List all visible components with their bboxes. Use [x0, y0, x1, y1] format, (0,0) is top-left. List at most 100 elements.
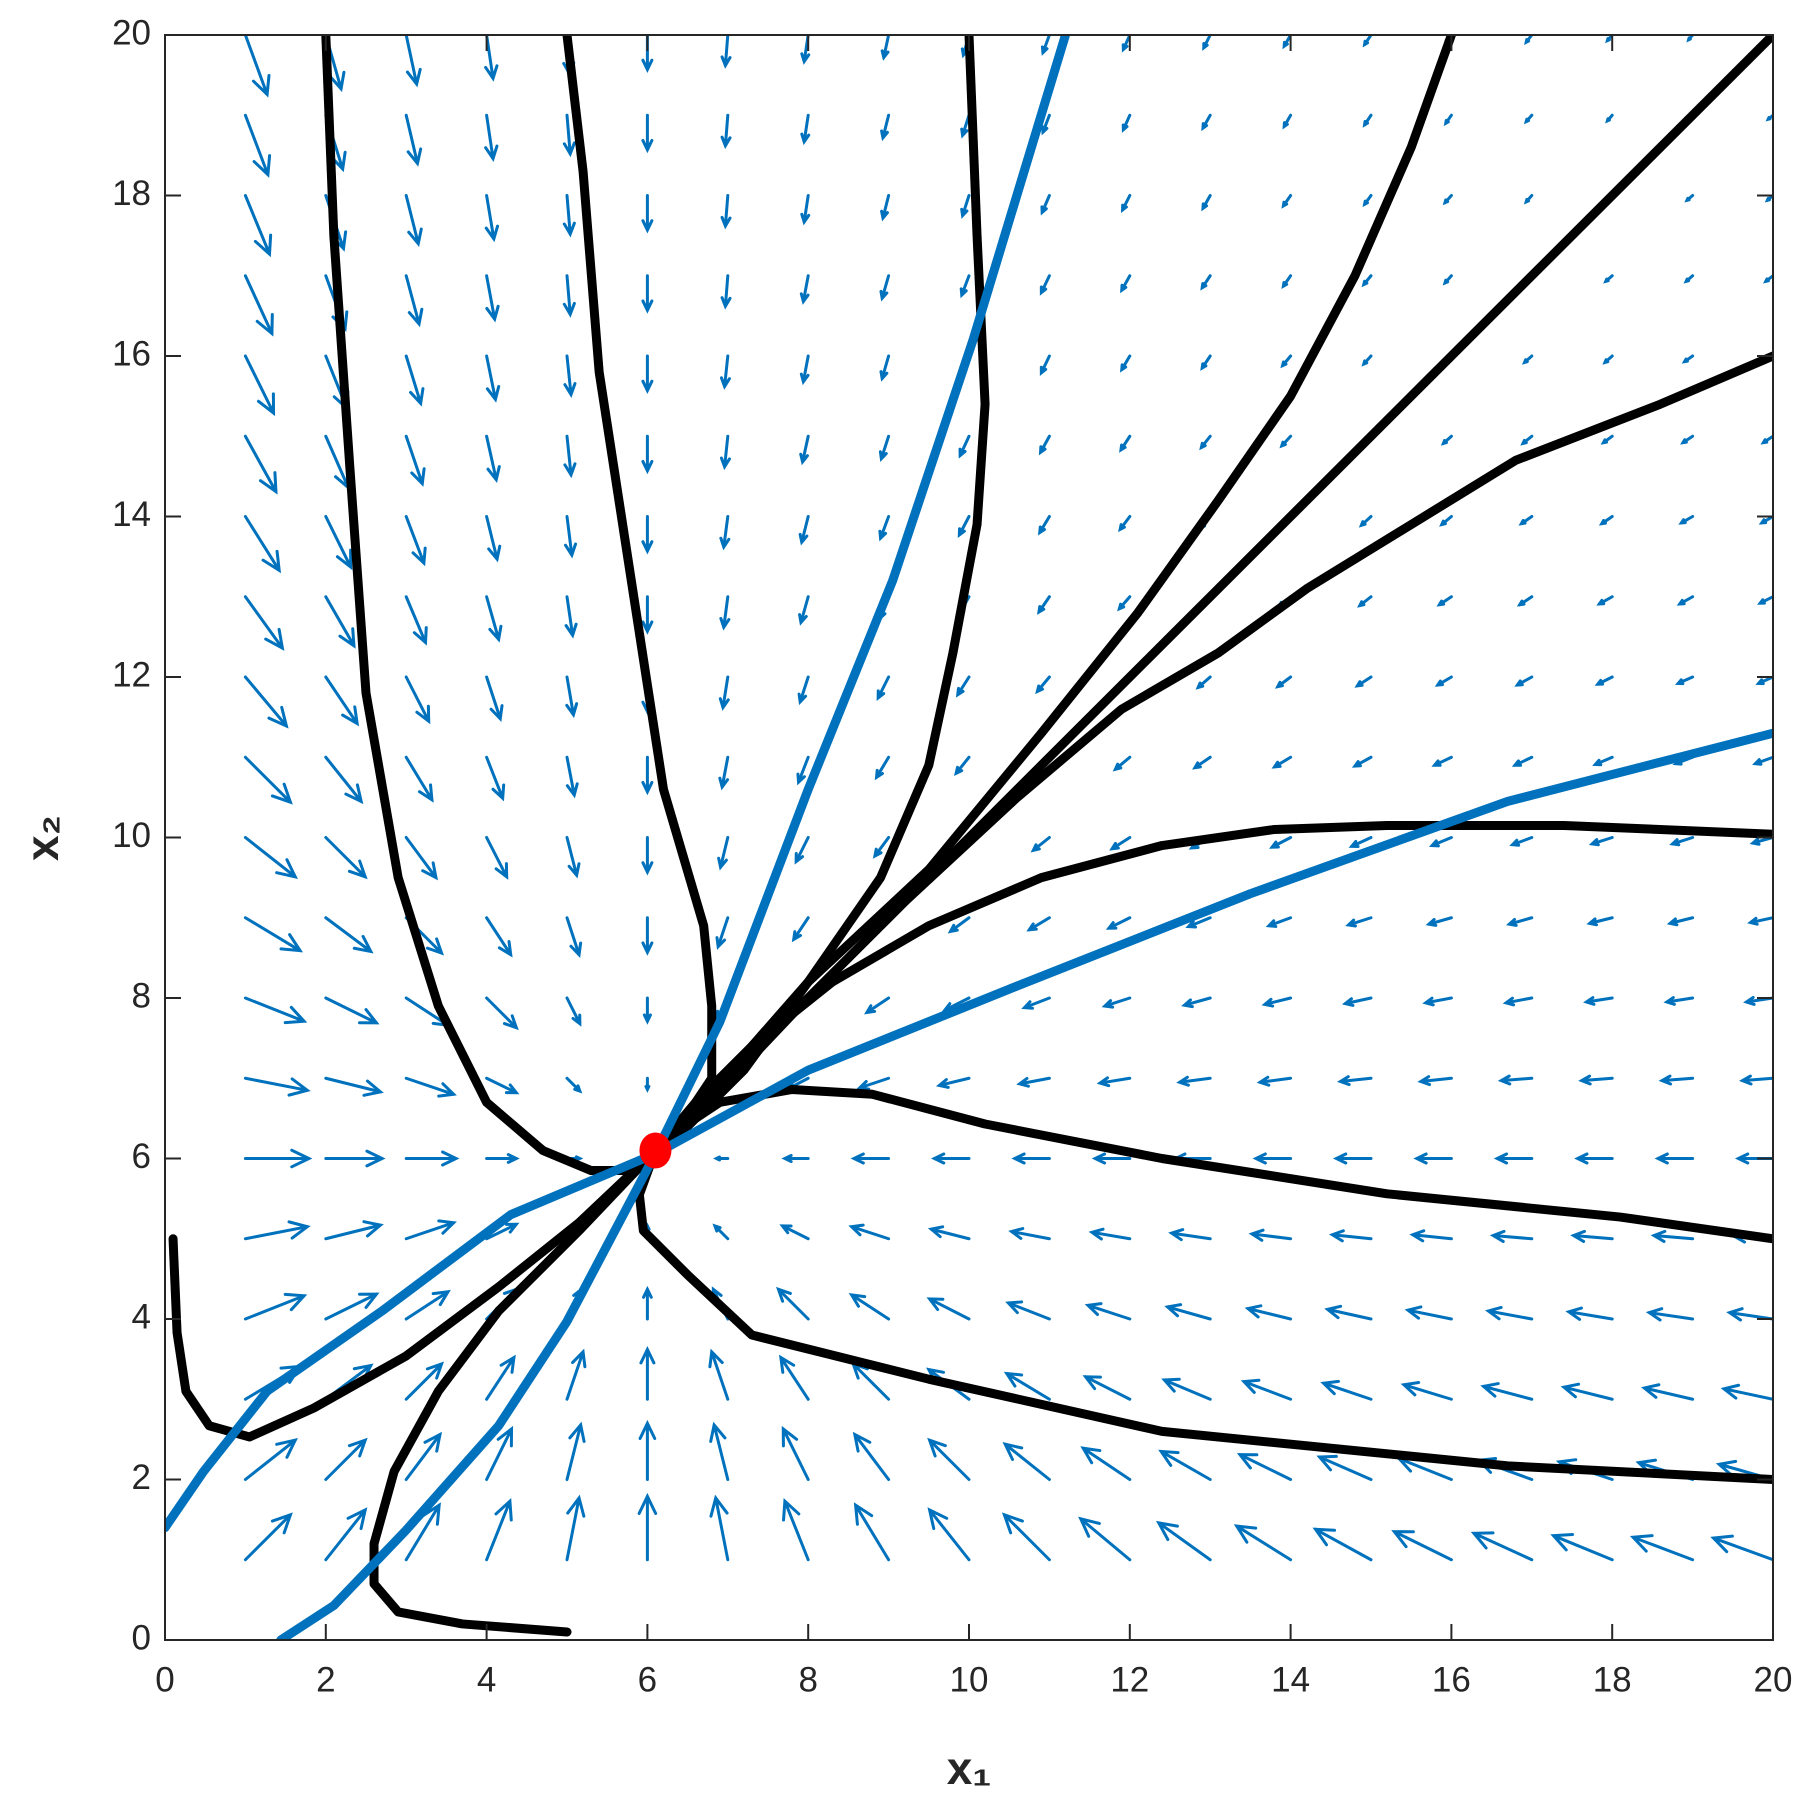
quiver-arrow [880, 194, 891, 222]
quiver-arrow [719, 434, 731, 471]
quiver-arrow [1279, 434, 1293, 449]
quiver-arrow [324, 675, 360, 727]
quiver-arrow [243, 675, 289, 729]
y-tick-label: 8 [132, 976, 151, 1015]
quiver-arrow [800, 194, 811, 226]
quiver-arrow [1195, 675, 1212, 690]
quiver-arrow [720, 35, 732, 69]
quiver-arrow [1121, 35, 1132, 53]
x-tick-label: 0 [155, 1660, 174, 1699]
quiver-arrow [638, 1419, 657, 1481]
quiver-arrow [1654, 1152, 1695, 1165]
quiver-arrow [324, 595, 356, 649]
quiver-arrow [1574, 1152, 1614, 1165]
quiver-arrow [243, 35, 271, 98]
quiver-arrow [1489, 1229, 1534, 1243]
quiver-arrow [1120, 354, 1132, 373]
x-tick-label: 4 [477, 1660, 496, 1699]
quiver-arrow [1168, 1228, 1212, 1242]
quiver-arrow [1271, 755, 1293, 769]
quiver-arrow [1674, 675, 1695, 686]
quiver-arrow [1201, 113, 1212, 132]
quiver-arrow [1493, 1152, 1534, 1165]
quiver-arrow [708, 1348, 730, 1401]
quiver-arrow [1417, 1075, 1453, 1087]
quiver-arrow [878, 515, 891, 542]
quiver-arrow [243, 1512, 293, 1562]
x-tick-label: 18 [1593, 1660, 1632, 1699]
quiver-arrow [799, 434, 810, 466]
quiver-arrow [1003, 1371, 1051, 1401]
quiver-arrow [243, 1220, 311, 1241]
quiver-arrow [243, 434, 278, 495]
quiver-arrow [1594, 675, 1614, 686]
quiver-arrow [1560, 1382, 1614, 1401]
quiver-arrow [718, 675, 730, 711]
quiver-arrow [324, 515, 353, 571]
trajectory [658, 35, 1456, 1155]
quiver-arrow [1357, 595, 1373, 608]
quiver-arrow [879, 354, 891, 382]
quiver-arrow [1583, 996, 1614, 1006]
quiver-arrow [927, 1437, 971, 1481]
quiver-arrow [243, 916, 304, 953]
quiver-arrow [1720, 1383, 1773, 1401]
quiver-arrow [1080, 1446, 1132, 1481]
quiver-arrow [485, 1153, 520, 1164]
quiver-arrow [565, 836, 581, 879]
quiver-arrow [404, 515, 427, 567]
quiver-arrow [879, 274, 891, 302]
quiver-arrow [1629, 1534, 1695, 1562]
quiver-arrow [485, 916, 513, 958]
quiver-arrow [781, 1425, 810, 1481]
quiver-arrow [324, 1149, 386, 1168]
quiver-arrow [404, 113, 423, 167]
quiver-arrow [1684, 194, 1695, 203]
quiver-arrow [243, 1076, 311, 1097]
quiver-arrow [565, 1494, 586, 1562]
quiver-arrow [404, 1361, 445, 1401]
quiver-arrow [404, 1289, 451, 1321]
quiver-arrow [1320, 1379, 1373, 1401]
quiver-arrow [1439, 515, 1453, 527]
quiver-arrow [641, 434, 654, 475]
quiver-arrow [1680, 434, 1695, 445]
y-axis-label: x₂ [16, 815, 68, 861]
quiver-arrow [1663, 996, 1695, 1006]
quiver-arrow [485, 354, 501, 403]
quiver-arrow [1240, 1378, 1293, 1401]
quiver-arrow [1274, 675, 1293, 689]
quiver-arrow [1681, 354, 1695, 364]
quiver-arrow [1158, 1449, 1212, 1481]
quiver-arrow [1409, 1229, 1453, 1243]
x-tick-label: 8 [798, 1660, 817, 1699]
quiver-arrow [404, 1150, 460, 1167]
quiver-arrow [404, 755, 434, 803]
quiver-arrow [955, 675, 971, 698]
quiver-arrow [718, 755, 730, 791]
quiver-arrow [1361, 354, 1373, 367]
quiver-arrow [641, 274, 654, 314]
quiver-arrow [485, 996, 519, 1031]
quiver-arrow [1480, 1382, 1534, 1401]
quiver-arrow [1502, 996, 1534, 1007]
y-tick-label: 2 [132, 1458, 151, 1497]
quiver-arrow [927, 1225, 971, 1241]
quiver-arrow [562, 113, 576, 158]
equilibrium-point [639, 1132, 672, 1169]
quiver-arrow [880, 113, 891, 142]
quiver-arrow [1316, 1454, 1373, 1481]
trajectory [634, 1145, 1773, 1484]
quiver-arrow [404, 354, 425, 407]
y-tick-label: 16 [112, 334, 151, 373]
quiver-arrow [1035, 675, 1051, 695]
quiver-arrow [1422, 996, 1453, 1007]
quiver-arrow [953, 755, 971, 776]
quiver-arrow [484, 35, 499, 82]
quiver-arrow [1755, 675, 1773, 686]
quiver-arrow [1586, 916, 1614, 927]
quiver-arrow [1091, 1152, 1132, 1165]
quiver-arrow [563, 515, 578, 559]
quiver-arrow [1008, 1227, 1051, 1241]
quiver-arrow [872, 836, 891, 859]
